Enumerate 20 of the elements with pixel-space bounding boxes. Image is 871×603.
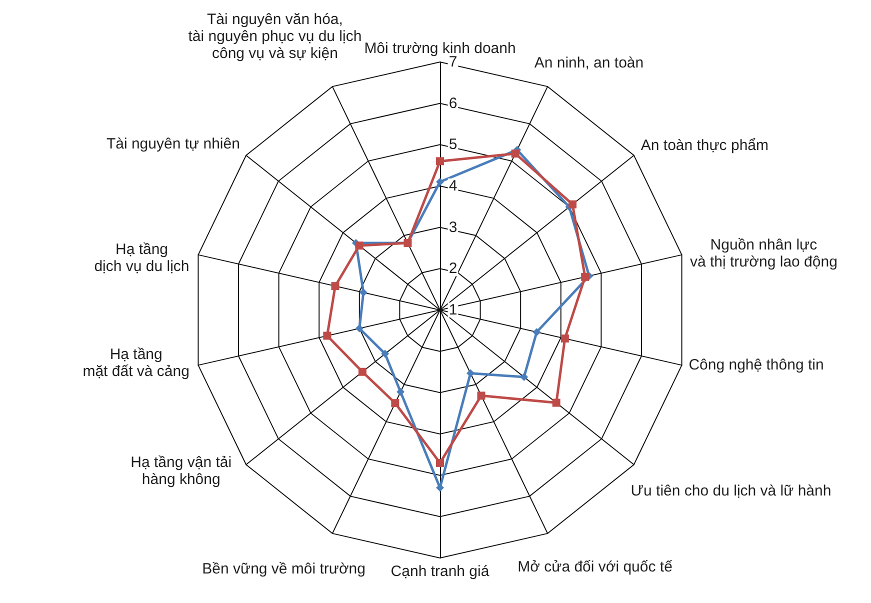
spoke-label: Tài nguyên văn hóa, tài nguyên phục vụ du lịch công vụ và sự kiện xyxy=(188,10,362,62)
spoke-label: Hạ tầng dịch vụ du lịch xyxy=(94,241,190,276)
spoke-label: An toàn thực phẩm xyxy=(640,136,769,154)
y-tick-label: 6 xyxy=(448,94,458,112)
spoke-label: Hạ tầng vận tải hàng không xyxy=(130,454,232,488)
spoke-label: Ưu tiên cho du lịch và lữ hành xyxy=(630,482,832,500)
spoke-label: Hạ tầng mặt đất và cảng xyxy=(82,346,190,380)
y-tick-label: 4 xyxy=(448,178,458,194)
spoke-label: Cạnh tranh giá xyxy=(390,563,490,580)
y-tick-label: 3 xyxy=(448,218,458,236)
spoke-label: Tài nguyên tự nhiên xyxy=(106,136,240,153)
y-tick-label: 2 xyxy=(448,260,458,278)
y-tick-label: 7 xyxy=(448,54,458,70)
y-tick-label: 1 xyxy=(448,302,458,318)
spoke-label: Mở cửa đối với quốc tế xyxy=(518,558,674,576)
spoke-label: Nguồn nhân lực và thị trường lao động xyxy=(690,236,838,271)
y-tick-label: 5 xyxy=(448,136,458,154)
spoke-label: Công nghệ thông tin xyxy=(688,356,824,374)
spoke-label: Bền vững về môi trường xyxy=(202,560,366,578)
spoke-label: An ninh, an toàn xyxy=(534,54,644,72)
